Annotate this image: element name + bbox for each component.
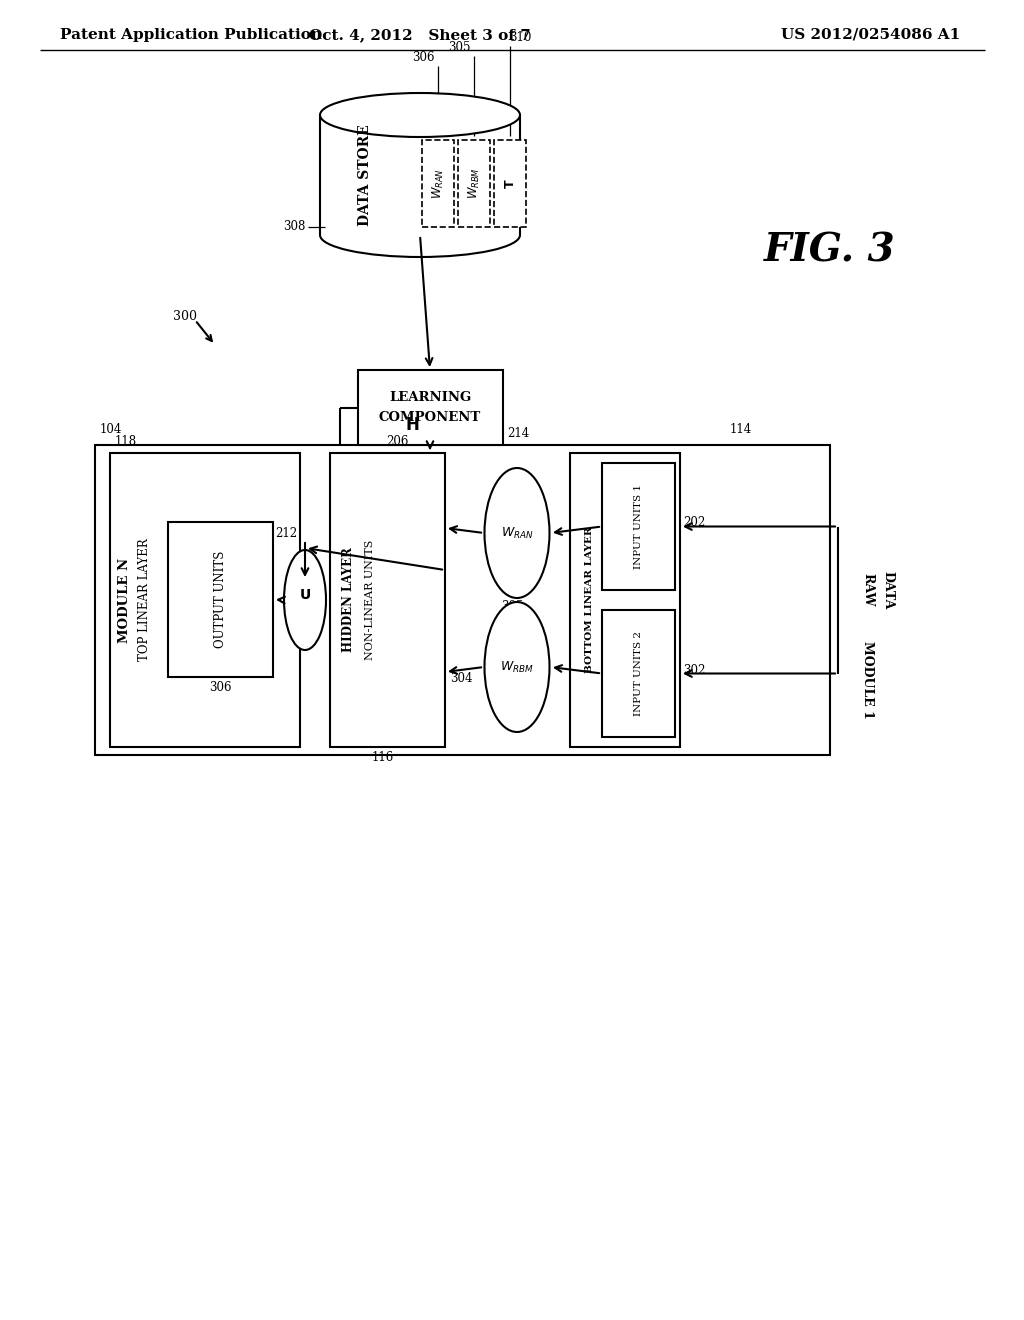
Text: 104: 104 <box>100 422 123 436</box>
Bar <box>570 453 680 747</box>
Text: 305: 305 <box>501 601 523 612</box>
Text: INPUT UNITS 1: INPUT UNITS 1 <box>634 484 643 569</box>
Text: 212: 212 <box>275 527 297 540</box>
Bar <box>494 140 526 227</box>
Text: 118: 118 <box>115 436 137 447</box>
Text: 306: 306 <box>413 51 435 63</box>
Text: Patent Application Publication: Patent Application Publication <box>60 28 322 42</box>
Text: FIG. 3: FIG. 3 <box>764 231 896 269</box>
Bar <box>422 140 454 227</box>
Text: 305: 305 <box>449 41 471 54</box>
Text: COMPONENT: COMPONENT <box>379 411 481 424</box>
Text: BOTTOM LINEAR LAYER: BOTTOM LINEAR LAYER <box>586 527 595 673</box>
Bar <box>110 453 300 747</box>
Text: RAW: RAW <box>861 573 874 607</box>
Text: 306: 306 <box>209 681 231 694</box>
Text: $\mathbf{H}$: $\mathbf{H}$ <box>404 417 419 433</box>
Bar <box>602 463 675 590</box>
Text: $\mathbf{U}$: $\mathbf{U}$ <box>299 587 311 602</box>
Text: 304: 304 <box>450 672 472 685</box>
Text: HIDDEN LAYER: HIDDEN LAYER <box>341 548 354 652</box>
Bar <box>168 521 273 677</box>
Text: OUTPUT UNITS: OUTPUT UNITS <box>214 550 227 648</box>
Text: TOP LINEAR LAYER: TOP LINEAR LAYER <box>137 539 151 661</box>
Ellipse shape <box>484 469 550 598</box>
Text: DATA: DATA <box>882 570 895 610</box>
Text: 300: 300 <box>173 310 197 323</box>
Text: 308: 308 <box>283 220 305 234</box>
Text: 206: 206 <box>386 436 409 447</box>
Text: 214: 214 <box>508 426 529 440</box>
Text: 310: 310 <box>509 30 531 44</box>
Text: 202: 202 <box>683 516 706 529</box>
Text: MODULE N: MODULE N <box>118 557 130 643</box>
Text: $W_{RBM}$: $W_{RBM}$ <box>467 168 481 199</box>
Ellipse shape <box>484 602 550 733</box>
Text: 116: 116 <box>372 751 393 764</box>
Text: $\mathbf{T}$: $\mathbf{T}$ <box>504 178 516 189</box>
Text: LEARNING: LEARNING <box>389 391 471 404</box>
Bar <box>330 453 445 747</box>
Text: 114: 114 <box>730 422 753 436</box>
Text: NON-LINEAR UNITS: NON-LINEAR UNITS <box>365 540 375 660</box>
Text: Oct. 4, 2012   Sheet 3 of 7: Oct. 4, 2012 Sheet 3 of 7 <box>309 28 530 42</box>
Ellipse shape <box>319 92 520 137</box>
Text: MODULE 1: MODULE 1 <box>861 642 874 719</box>
Text: $W_{RAN}$: $W_{RAN}$ <box>430 168 445 199</box>
Text: $W_{RAN}$: $W_{RAN}$ <box>501 525 534 541</box>
Bar <box>357 370 503 445</box>
Text: $W_{RBM}$: $W_{RBM}$ <box>500 660 534 675</box>
Bar <box>458 140 490 227</box>
Text: US 2012/0254086 A1: US 2012/0254086 A1 <box>780 28 961 42</box>
Ellipse shape <box>284 550 326 649</box>
Bar <box>95 445 830 755</box>
Text: DATA STORE: DATA STORE <box>358 124 372 226</box>
Bar <box>602 610 675 737</box>
Text: 302: 302 <box>683 664 706 676</box>
Text: INPUT UNITS 2: INPUT UNITS 2 <box>634 631 643 715</box>
